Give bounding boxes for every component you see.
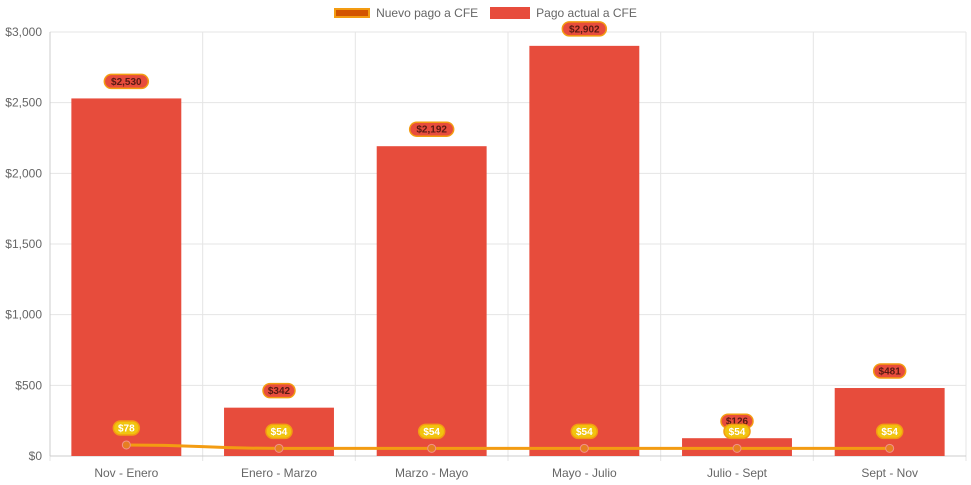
legend-item-pago-actual[interactable]: Pago actual a CFE [490,6,637,20]
y-tick-label: $0 [29,449,43,463]
legend-label-nuevo-pago: Nuevo pago a CFE [376,6,479,20]
line-series-nuevo-pago [126,443,890,450]
y-tick-label: $2,500 [5,96,42,110]
line-data-label-bg [265,423,293,440]
line-data-label-bg [112,420,141,436]
y-tick-label: $500 [15,378,42,392]
bar-data-label-bg [103,73,150,90]
legend-swatch-bar [490,7,531,19]
line-data-label: $54 [881,427,898,438]
legend-item-nuevo-pago[interactable]: Nuevo pago a CFE [334,6,478,20]
x-tick-label: Julio - Sept [707,466,768,480]
x-tick-label: Sept - Nov [861,466,918,480]
bar-data-label: $342 [268,386,291,397]
bar-data-label: $2,902 [569,24,600,35]
line-data-label-bg [417,423,446,440]
line-data-label: $78 [118,423,135,434]
line-data-label: $54 [423,427,440,438]
bar-data-label: $126 [726,417,749,428]
y-tick-label: $1,500 [5,237,42,251]
x-tick-label: Enero - Marzo [241,466,317,480]
line-data-label-bg [723,423,751,440]
bar-4[interactable] [529,45,640,456]
y-tick-label: $3,000 [5,25,42,39]
line-data-label: $54 [576,427,593,438]
y-tick-label: $1,000 [5,308,42,322]
bar-data-label-bg [561,21,608,37]
bar-data-label: $2,192 [416,125,447,136]
legend-swatch-line [334,8,371,18]
line-point-3[interactable] [427,443,437,453]
bar-data-label: $481 [879,367,902,378]
line-data-label-bg [570,423,599,440]
bar-data-label-bg [408,121,455,137]
line-data-label: $54 [271,427,288,438]
line-data-label: $54 [729,427,746,438]
line-point-5[interactable] [732,443,742,453]
legend-label-pago-actual: Pago actual a CFE [536,6,637,20]
line-point-6[interactable] [885,443,895,453]
y-tick-label: $2,000 [5,166,42,180]
x-tick-label: Nov - Enero [94,466,158,480]
bar-1[interactable] [71,98,182,456]
line-point-4[interactable] [579,443,589,453]
bar-data-label-bg [872,363,907,379]
bar-3[interactable] [376,146,487,456]
line-point-1[interactable] [121,440,131,450]
bar-data-label-bg [262,382,296,399]
x-tick-label: Mayo - Julio [552,466,617,480]
line-data-label-bg [875,423,904,440]
line-point-2[interactable] [274,443,284,453]
x-tick-label: Marzo - Mayo [395,466,469,480]
bar-data-label: $2,530 [111,77,142,88]
chart-legend: Nuevo pago a CFE Pago actual a CFE [0,6,971,20]
